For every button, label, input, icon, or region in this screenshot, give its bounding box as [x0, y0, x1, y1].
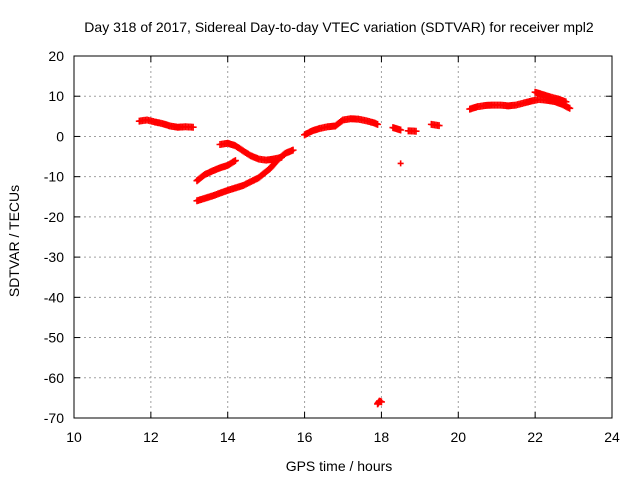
series-arc-1 [135, 116, 197, 131]
series-arc-10 [531, 88, 570, 106]
y-tick-label: -60 [44, 370, 64, 386]
data-point [189, 123, 197, 131]
data-point [562, 98, 570, 106]
y-tick-label: 0 [56, 128, 64, 144]
data-point [435, 122, 443, 130]
y-tick-label: 20 [48, 48, 64, 64]
x-tick-label: 16 [297, 429, 313, 445]
y-tick-label: -50 [44, 330, 64, 346]
series-arc-8 [427, 120, 443, 130]
data-point [377, 398, 385, 406]
series-arc-7 [404, 127, 420, 135]
data-point [397, 126, 405, 134]
data-point [289, 146, 297, 154]
data-point [278, 153, 286, 161]
x-tick-label: 22 [527, 429, 543, 445]
series-arc-2 [193, 157, 239, 185]
chart-title: Day 318 of 2017, Sidereal Day-to-day VTE… [84, 19, 594, 35]
plot-frame [73, 55, 613, 419]
series-arc-5 [301, 115, 382, 139]
y-axis-label: SDTVAR / TECUs [6, 185, 22, 297]
x-tick-label: 18 [374, 429, 390, 445]
data-point [230, 157, 238, 165]
x-tick-label: 12 [143, 429, 159, 445]
series-arc-11 [374, 397, 385, 408]
y-tick-label: -40 [44, 289, 64, 305]
series-arc-6 [389, 124, 405, 134]
data-point [566, 104, 574, 112]
data-point [231, 157, 239, 165]
x-tick-label: 20 [450, 429, 466, 445]
y-tick-label: 10 [48, 88, 64, 104]
data-point [412, 127, 420, 135]
data-point [374, 120, 382, 128]
y-tick-label: -70 [44, 410, 64, 426]
x-tick-label: 10 [66, 429, 82, 445]
x-axis-label: GPS time / hours [286, 458, 393, 474]
x-tick-label: 14 [220, 429, 236, 445]
y-tick-label: -20 [44, 209, 64, 225]
series-arc-4 [216, 139, 286, 164]
y-tick-label: -30 [44, 249, 64, 265]
x-tick-label: 24 [604, 429, 620, 445]
data-point [397, 160, 404, 167]
y-tick-label: -10 [44, 169, 64, 185]
